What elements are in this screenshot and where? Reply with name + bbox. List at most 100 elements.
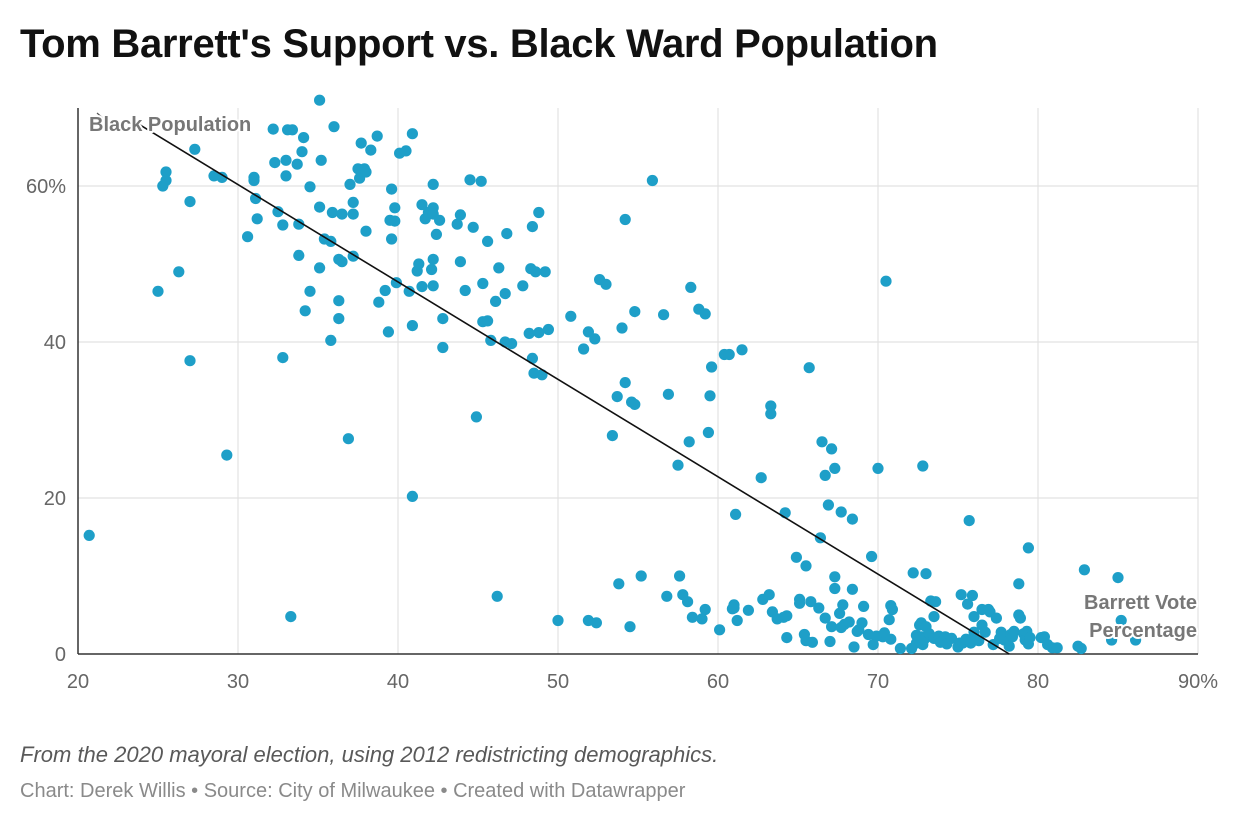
- data-point: [506, 338, 518, 350]
- data-point: [880, 275, 892, 287]
- data-point: [835, 506, 847, 518]
- data-point: [635, 570, 647, 582]
- data-point: [686, 611, 699, 623]
- data-point: [523, 327, 535, 339]
- data-point: [277, 352, 289, 364]
- data-point: [382, 326, 394, 338]
- data-point: [629, 398, 641, 410]
- data-point: [616, 322, 628, 334]
- data-point: [272, 206, 284, 218]
- data-point: [611, 391, 623, 403]
- data-point: [803, 362, 815, 374]
- data-point: [389, 215, 401, 227]
- data-point: [856, 617, 868, 629]
- data-point: [822, 499, 835, 511]
- data-point: [962, 598, 974, 610]
- data-point: [1051, 642, 1063, 654]
- data-point: [533, 327, 545, 339]
- data-point: [501, 228, 513, 240]
- chart-footer: Chart: Derek Willis • Source: City of Mi…: [20, 780, 686, 802]
- data-point: [296, 146, 308, 158]
- data-point: [184, 355, 196, 367]
- data-point: [315, 154, 327, 166]
- data-point: [360, 225, 372, 237]
- data-point: [837, 599, 849, 611]
- data-point: [454, 209, 466, 221]
- data-point: [1014, 612, 1026, 624]
- x-tick-label: 80: [1027, 671, 1049, 693]
- data-point: [314, 262, 326, 274]
- data-point: [371, 130, 383, 142]
- data-point: [672, 459, 684, 471]
- data-point: [979, 626, 991, 638]
- data-point: [781, 610, 793, 622]
- source-label: Source:: [203, 780, 273, 802]
- data-point: [805, 596, 817, 608]
- data-point: [829, 462, 841, 474]
- data-point: [526, 221, 539, 233]
- data-point: [430, 228, 442, 240]
- data-point: [490, 295, 502, 307]
- data-point: [1078, 564, 1090, 576]
- chart-annotation: Black Population: [89, 114, 251, 136]
- data-point: [872, 462, 884, 474]
- data-point: [416, 199, 428, 211]
- data-point: [427, 253, 439, 265]
- data-point: [291, 158, 303, 170]
- data-point: [699, 603, 711, 616]
- data-point: [765, 400, 777, 412]
- data-point: [293, 218, 305, 230]
- data-point: [280, 170, 292, 182]
- data-point: [299, 305, 311, 317]
- data-point: [389, 202, 401, 214]
- data-point: [755, 472, 767, 484]
- axes: [77, 108, 1198, 655]
- y-tick-label: 60%: [26, 176, 66, 198]
- data-point: [629, 306, 641, 318]
- data-point: [699, 308, 711, 320]
- data-point: [499, 288, 511, 300]
- data-point: [613, 578, 625, 590]
- data-point: [866, 550, 878, 563]
- data-point: [966, 589, 979, 602]
- data-point: [1008, 625, 1020, 638]
- data-point: [427, 280, 439, 292]
- annotation-connector: [96, 112, 106, 121]
- data-point: [819, 612, 831, 624]
- data-point: [347, 196, 359, 208]
- data-point: [590, 617, 603, 629]
- data-point: [326, 206, 338, 219]
- data-point: [221, 449, 233, 461]
- data-point: [386, 183, 398, 195]
- data-point: [928, 611, 940, 623]
- data-point: [517, 280, 529, 292]
- data-point: [1115, 614, 1127, 627]
- data-point: [858, 600, 870, 613]
- data-point: [800, 560, 812, 572]
- trend-line-group: [96, 112, 1010, 655]
- data-point: [459, 284, 471, 297]
- data-point: [542, 323, 555, 336]
- data-point: [493, 262, 505, 274]
- data-point: [173, 266, 185, 278]
- data-point: [482, 315, 494, 327]
- data-point: [347, 208, 359, 220]
- data-point: [403, 285, 415, 297]
- data-point: [267, 123, 279, 135]
- data-point: [790, 551, 803, 563]
- data-point: [336, 208, 348, 220]
- x-tick-label: 60: [707, 671, 729, 693]
- data-point: [491, 590, 503, 602]
- data-point: [189, 143, 201, 155]
- data-points: [83, 94, 1142, 655]
- data-point: [325, 334, 337, 346]
- data-point: [955, 589, 967, 601]
- data-point: [216, 171, 228, 183]
- data-point: [883, 614, 895, 626]
- data-point: [304, 181, 316, 193]
- data-point: [464, 174, 476, 186]
- data-point: [736, 344, 748, 356]
- data-point: [152, 285, 164, 297]
